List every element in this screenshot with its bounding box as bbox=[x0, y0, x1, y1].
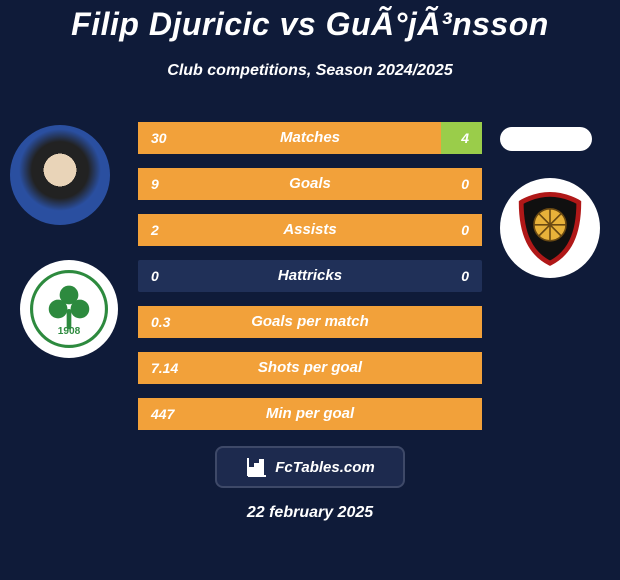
player-left-avatar bbox=[10, 125, 110, 225]
stat-label: Min per goal bbox=[138, 398, 482, 430]
stat-value-right: 4 bbox=[461, 122, 469, 154]
shamrock-crest-icon: 1908 bbox=[30, 270, 108, 348]
footer-brand-text: FcTables.com bbox=[275, 459, 374, 476]
stat-row: Goals per match0.3 bbox=[138, 306, 482, 338]
comparison-subtitle: Club competitions, Season 2024/2025 bbox=[0, 62, 620, 80]
stat-value-left: 2 bbox=[151, 214, 159, 246]
stat-label: Matches bbox=[138, 122, 482, 154]
stat-row: Matches30 4 bbox=[138, 122, 482, 154]
club-right-logo bbox=[500, 178, 600, 278]
comparison-card: Filip Djuricic vs GuÃ°jÃ³nsson Club comp… bbox=[0, 0, 620, 580]
stat-value-right: 0 bbox=[461, 260, 469, 292]
stat-bars: Matches304Goals90Assists20Hattricks00Goa… bbox=[138, 122, 482, 444]
stat-label: Goals per match bbox=[138, 306, 482, 338]
stat-label: Goals bbox=[138, 168, 482, 200]
player-right-placeholder bbox=[500, 127, 592, 151]
stat-row: Goals9 0 bbox=[138, 168, 482, 200]
stat-value-right: 0 bbox=[461, 168, 469, 200]
stat-value-left: 0.3 bbox=[151, 306, 170, 338]
stat-value-left: 7.14 bbox=[151, 352, 178, 384]
stat-row: Shots per goal7.14 bbox=[138, 352, 482, 384]
shield-ball-icon bbox=[510, 188, 590, 268]
chart-icon bbox=[245, 455, 269, 479]
footer-date: 22 february 2025 bbox=[0, 504, 620, 522]
stat-value-left: 0 bbox=[151, 260, 159, 292]
stat-value-right: 0 bbox=[461, 214, 469, 246]
stat-label: Hattricks bbox=[138, 260, 482, 292]
stat-label: Shots per goal bbox=[138, 352, 482, 384]
stat-row: Hattricks0 0 bbox=[138, 260, 482, 292]
stat-row: Min per goal447 bbox=[138, 398, 482, 430]
comparison-title: Filip Djuricic vs GuÃ°jÃ³nsson bbox=[0, 6, 620, 43]
stat-value-left: 447 bbox=[151, 398, 174, 430]
stat-value-left: 30 bbox=[151, 122, 167, 154]
svg-text:1908: 1908 bbox=[58, 326, 81, 337]
stat-row: Assists2 0 bbox=[138, 214, 482, 246]
stat-value-left: 9 bbox=[151, 168, 159, 200]
stat-label: Assists bbox=[138, 214, 482, 246]
footer-brand[interactable]: FcTables.com bbox=[215, 446, 405, 488]
club-left-logo: 1908 bbox=[20, 260, 118, 358]
